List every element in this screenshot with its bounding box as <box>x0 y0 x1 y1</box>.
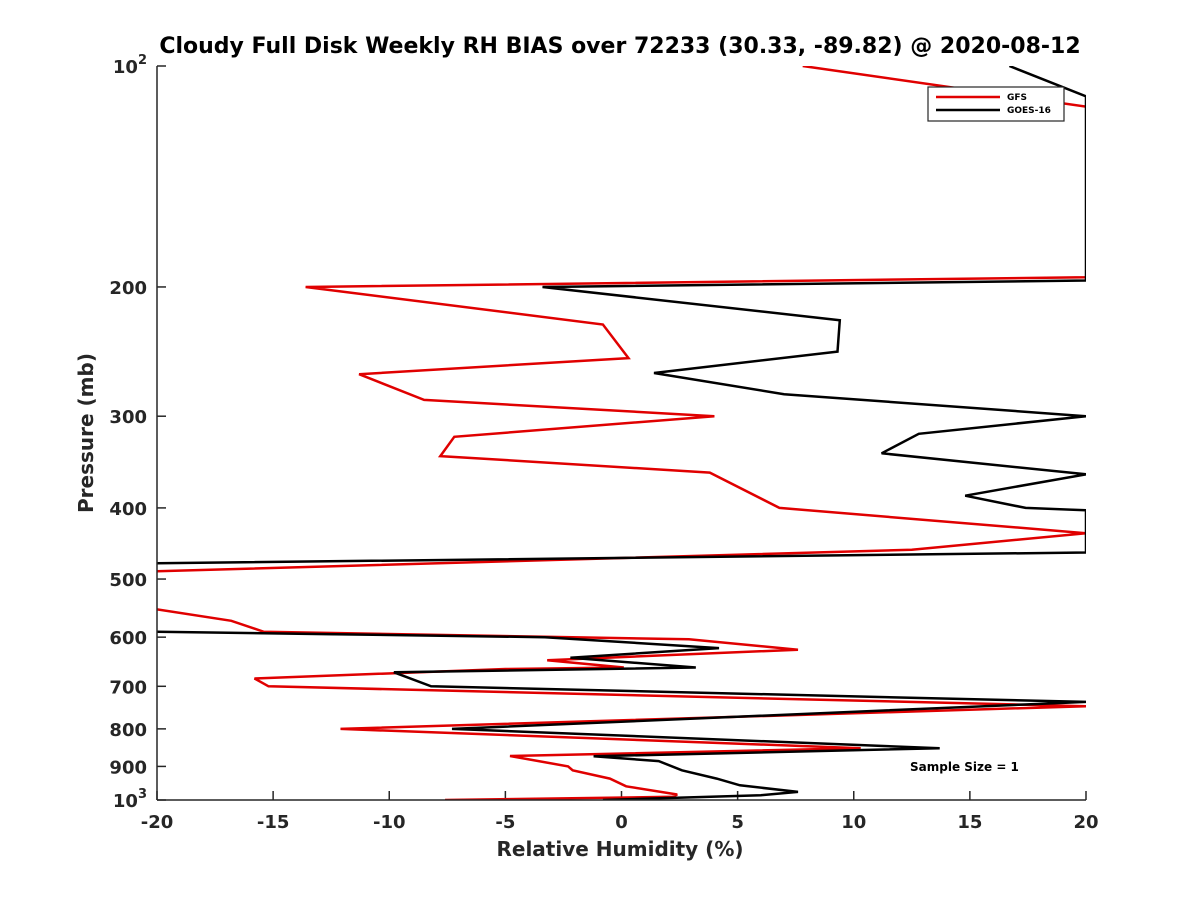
x-tick-label: 5 <box>731 812 744 833</box>
x-axis-label: Relative Humidity (%) <box>496 837 743 861</box>
series-line-goes16 <box>157 66 1086 800</box>
y-tick-label: 102 <box>113 53 147 78</box>
x-axis: -20 -15 -10 -5 0 5 10 15 20 <box>141 791 1099 833</box>
x-tick-label: -5 <box>495 812 515 833</box>
legend: GFS GOES-16 <box>927 86 1065 122</box>
x-tick-label: -15 <box>257 812 290 833</box>
legend-label-goes16: GOES-16 <box>1007 106 1051 116</box>
x-tick-label: 20 <box>1073 812 1098 833</box>
legend-box <box>927 86 1065 122</box>
sample-size-annotation: Sample Size = 1 <box>910 760 1019 774</box>
legend-label-gfs: GFS <box>1007 93 1027 103</box>
series-line-gfs <box>157 66 1086 800</box>
y-tick-label: 103 <box>113 787 147 812</box>
y-tick-label: 600 <box>109 628 147 649</box>
x-tick-label: 15 <box>957 812 982 833</box>
y-axis-label: Pressure (mb) <box>74 353 98 513</box>
y-tick-label: 700 <box>109 677 147 698</box>
x-tick-label: -20 <box>141 812 174 833</box>
y-tick-label: 900 <box>109 757 147 778</box>
x-tick-label: -10 <box>373 812 406 833</box>
y-tick-label: 300 <box>109 407 147 428</box>
chart-title: Cloudy Full Disk Weekly RH BIAS over 722… <box>159 34 1080 59</box>
y-tick-label: 200 <box>109 278 147 299</box>
x-tick-label: 10 <box>841 812 866 833</box>
y-tick-label: 800 <box>109 720 147 741</box>
y-tick-label: 500 <box>109 570 147 591</box>
y-axis: 102 200 300 400 500 600 700 800 900 103 <box>109 53 166 812</box>
x-tick-label: 0 <box>615 812 628 833</box>
series-layer <box>157 66 1086 800</box>
y-tick-label: 400 <box>109 499 147 520</box>
